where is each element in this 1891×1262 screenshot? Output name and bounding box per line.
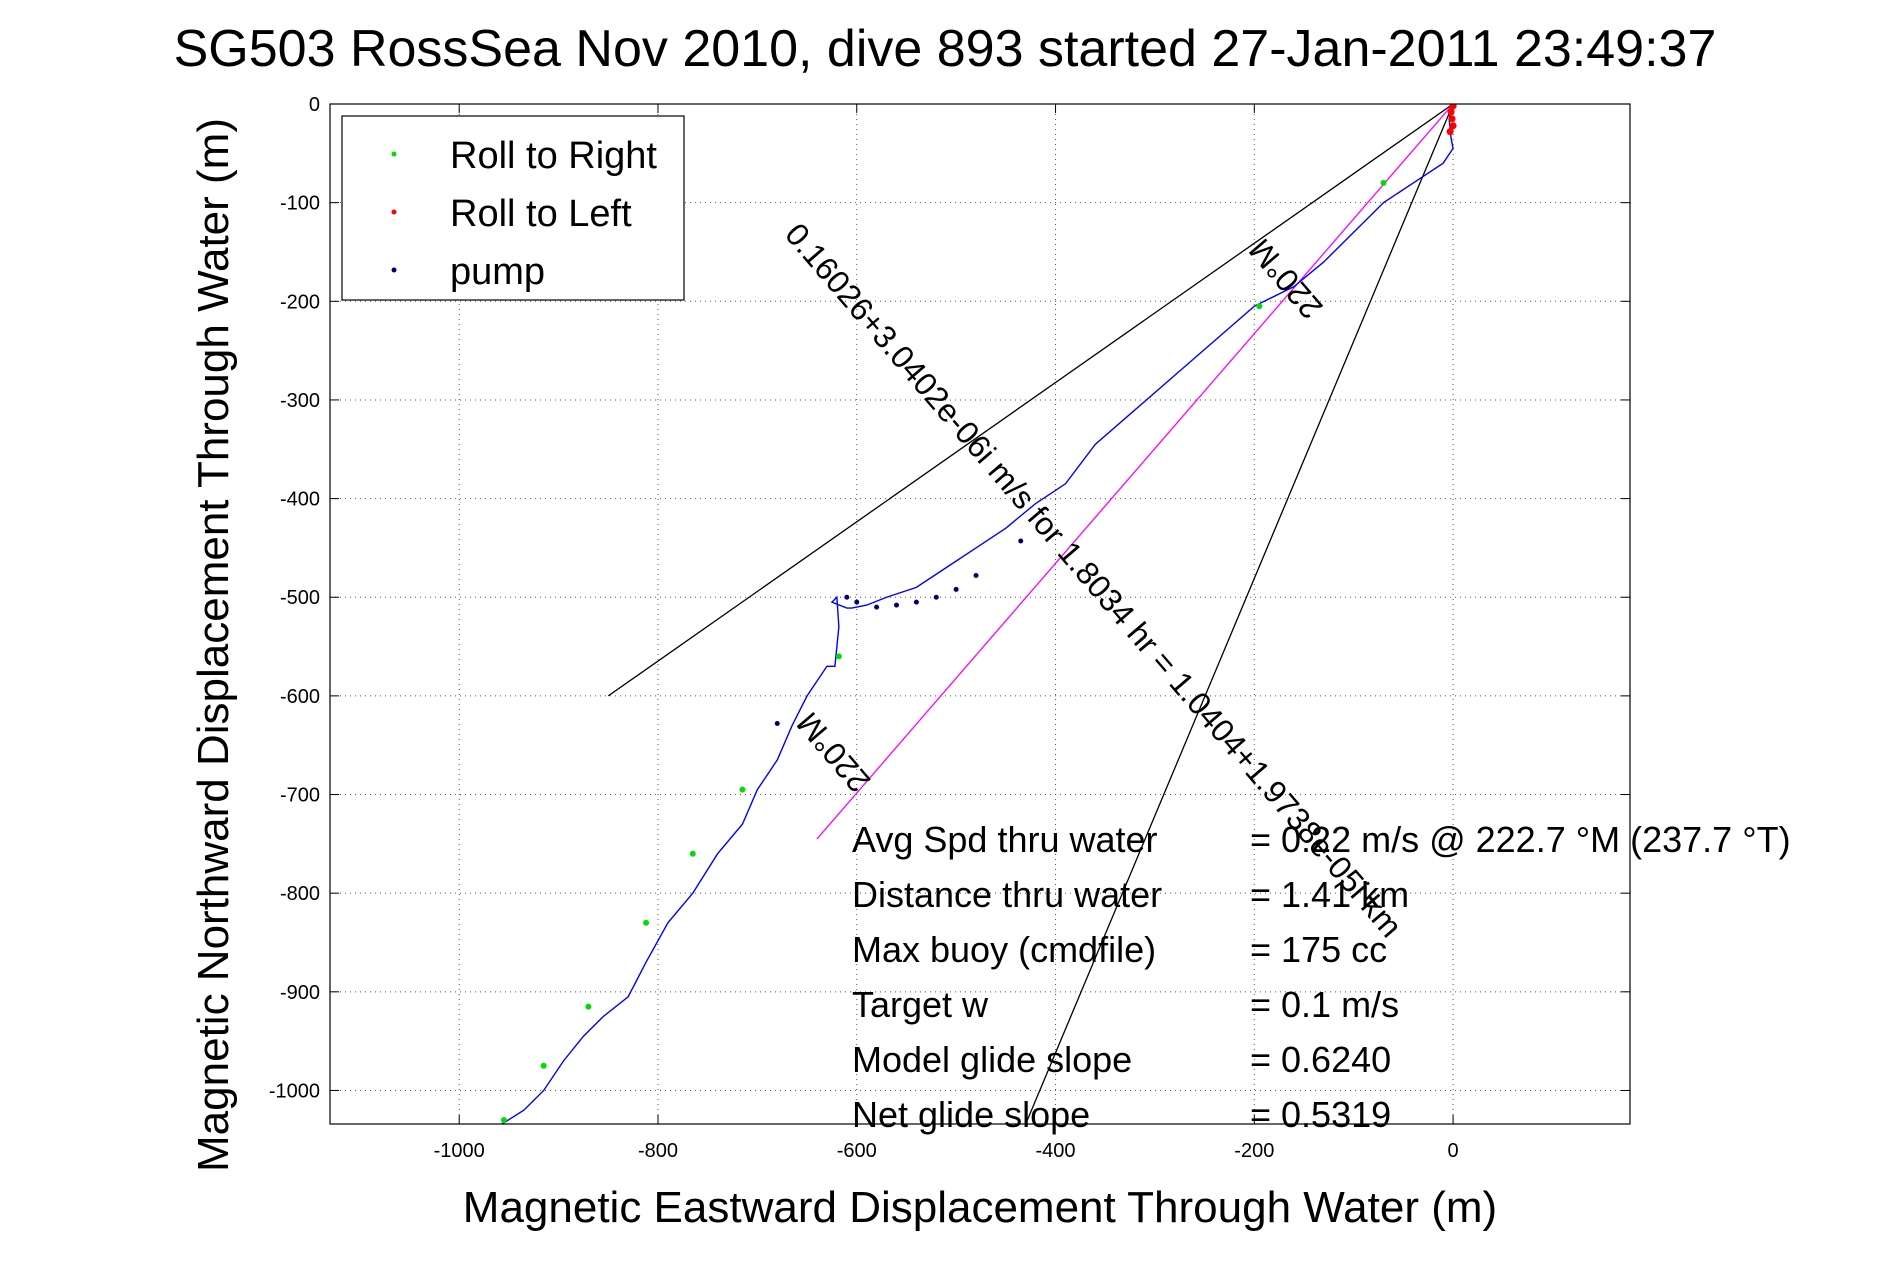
legend-marker <box>391 267 397 273</box>
roll-right-point <box>540 1062 547 1069</box>
y-tick-label: -800 <box>280 883 320 905</box>
pump-point <box>973 573 979 579</box>
roll-left-point <box>1448 115 1456 123</box>
stat-value: = 0.1 m/s <box>1250 984 1399 1025</box>
roll-left-point <box>1447 108 1455 116</box>
roll-left-point <box>1446 128 1454 136</box>
x-tick-label: 0 <box>1448 1140 1459 1162</box>
stat-label: Target w <box>852 984 989 1025</box>
x-tick-label: -200 <box>1234 1140 1274 1162</box>
y-tick-label: 0 <box>309 94 320 116</box>
course-line <box>816 104 1454 840</box>
dive-track-line <box>501 104 1454 1124</box>
y-tick-label: -100 <box>280 193 320 215</box>
legend-label: Roll to Left <box>450 193 632 235</box>
y-tick-label: -300 <box>280 390 320 412</box>
plot-content <box>500 104 1457 1124</box>
y-tick-label: -400 <box>280 489 320 511</box>
x-tick-label: -1000 <box>434 1140 485 1162</box>
x-tick-label: -800 <box>638 1140 678 1162</box>
y-tick-label: -700 <box>280 785 320 807</box>
lower-bound-line <box>1025 104 1454 1124</box>
stat-label: Max buoy (cmdfile) <box>852 929 1156 970</box>
y-tick-label: -500 <box>280 587 320 609</box>
y-tick-label: -1000 <box>269 1080 320 1102</box>
stat-value: = 175 cc <box>1250 929 1387 970</box>
roll-right-point <box>1256 303 1263 310</box>
pump-point <box>874 604 880 610</box>
stat-value: = 0.22 m/s @ 222.7 °M (237.7 °T) <box>1250 819 1791 860</box>
pump-point <box>933 594 939 600</box>
plot-frame <box>329 103 1631 1125</box>
legend-marker <box>391 151 397 157</box>
stat-label: Net glide slope <box>852 1094 1090 1135</box>
roll-right-point <box>643 919 650 926</box>
pump-point <box>1018 538 1024 544</box>
roll-right-point <box>1380 179 1387 186</box>
legend-marker <box>391 209 397 215</box>
chart-title: SG503 RossSea Nov 2010, dive 893 started… <box>174 20 1717 78</box>
roll-right-point <box>689 850 696 857</box>
stats-panel: Avg Spd thru water = 0.22 m/s @ 222.7 °M … <box>852 819 1791 1135</box>
stat-value: = 1.41 km <box>1250 874 1409 915</box>
roll-right-point <box>739 786 746 793</box>
x-tick-label: -400 <box>1036 1140 1076 1162</box>
stat-label: Distance thru water <box>852 874 1162 915</box>
stat-label: Model glide slope <box>852 1039 1132 1080</box>
pump-point <box>913 599 919 605</box>
pump-point <box>854 599 860 605</box>
y-tick-label: -600 <box>280 686 320 708</box>
pump-point <box>844 594 850 600</box>
legend-label: pump <box>450 251 545 293</box>
plot-area: -1000 -800 -600 -400 -200 0 0 -100 -200 -300 -400 -… <box>269 94 1631 1162</box>
stat-value: = 0.6240 <box>1250 1039 1391 1080</box>
roll-left-point <box>1449 122 1457 130</box>
roll-right-point <box>585 1003 592 1010</box>
legend-label: Roll to Right <box>450 135 657 177</box>
stat-label: Avg Spd thru water <box>852 819 1158 860</box>
x-tick-label: -600 <box>837 1140 877 1162</box>
roll-left-point <box>1449 104 1457 110</box>
legend-box <box>341 115 685 301</box>
upper-bound-line <box>607 104 1454 697</box>
pump-point <box>953 586 959 592</box>
roll-right-point <box>835 653 842 660</box>
x-axis-label: Magnetic Eastward Displacement Through W… <box>463 1183 1497 1232</box>
y-axis-label: Magnetic Northward Displacement Through … <box>189 118 238 1172</box>
roll-right-point <box>500 1117 507 1124</box>
pump-point <box>894 602 900 608</box>
y-tick-label: -200 <box>280 291 320 313</box>
stat-value: = 0.5319 <box>1250 1094 1391 1135</box>
pump-point <box>774 720 780 726</box>
legend: Roll to Right Roll to Left pump <box>341 115 685 301</box>
y-tick-label: -900 <box>280 982 320 1004</box>
